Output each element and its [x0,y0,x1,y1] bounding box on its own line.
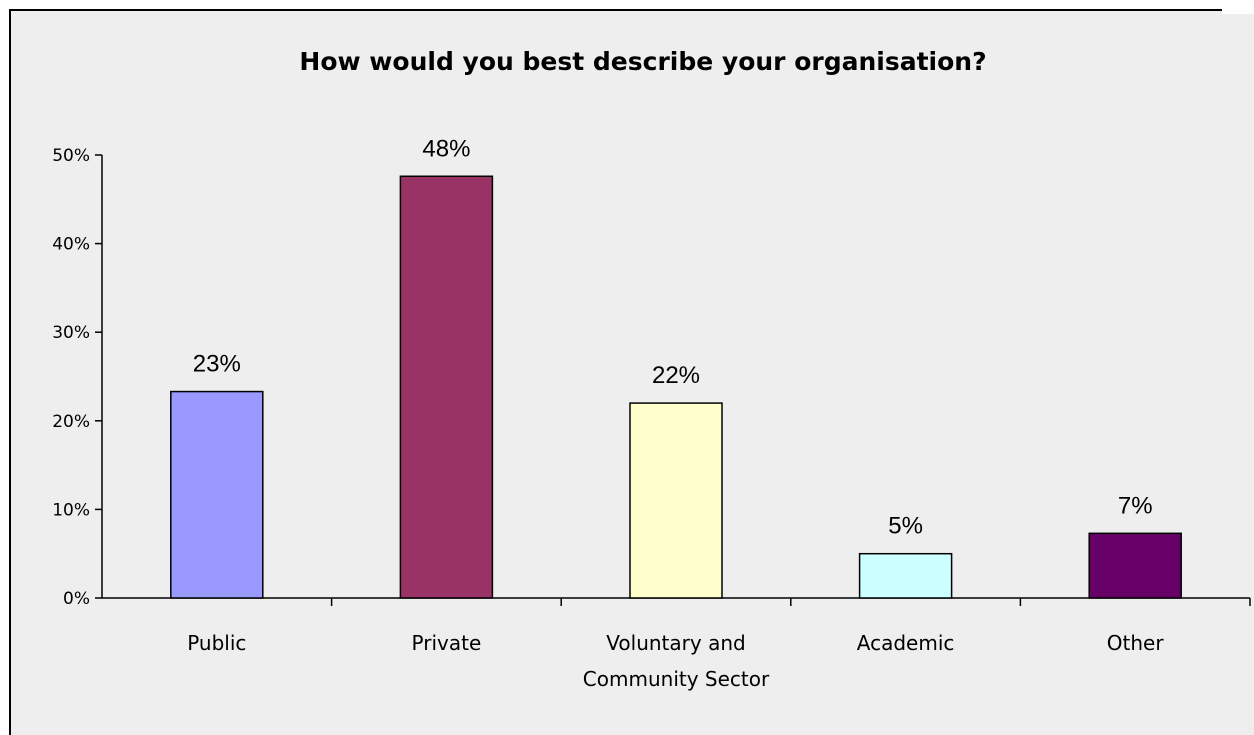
x-tick-label: Community Sector [583,667,770,691]
data-label: 5% [888,513,923,540]
data-label: 22% [652,362,700,389]
x-tick-label: Voluntary and [606,631,745,655]
x-tick-label: Academic [857,631,955,655]
y-tick-label: 10% [52,500,90,520]
data-label: 23% [193,351,241,378]
top-right-blank [1222,0,1254,14]
bar-private [399,175,494,599]
chart-background [9,9,1254,735]
chart-title: How would you best describe your organis… [299,47,986,76]
x-tick-label: Public [187,631,246,655]
x-tick-label: Private [412,631,482,655]
data-label: 7% [1118,492,1153,519]
bar-academic [858,552,953,599]
plot-area: 0% 10% 20% 30% 40% 50% 23% Public 48% Private 22% V… [52,135,1251,691]
x-tick-label: Other [1107,631,1165,655]
bar-voluntary-and-community-sector [629,402,723,599]
data-label: 48% [422,135,470,162]
y-tick-label: 50% [52,146,90,166]
y-tick-label: 20% [52,412,90,432]
y-tick-label: 0% [63,589,90,609]
bar-other [1088,532,1182,599]
y-tick-label: 40% [52,235,90,255]
bar-public [170,390,264,599]
y-tick-label: 30% [52,323,90,343]
